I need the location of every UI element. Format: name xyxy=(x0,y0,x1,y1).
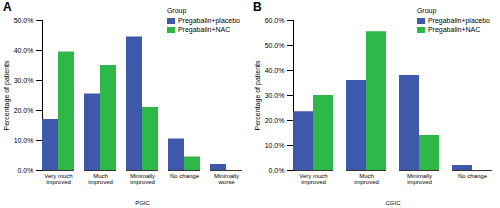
svg-text:Minimallyimproved: Minimallyimproved xyxy=(407,173,432,185)
svg-text:50.0%: 50.0% xyxy=(265,42,285,49)
svg-text:Percentage of patients: Percentage of patients xyxy=(254,60,262,131)
svg-text:50.0%: 50.0% xyxy=(14,17,34,24)
svg-text:0.0%: 0.0% xyxy=(269,167,285,174)
svg-text:No change: No change xyxy=(458,173,488,179)
svg-text:40.0%: 40.0% xyxy=(265,67,285,74)
svg-text:30.0%: 30.0% xyxy=(265,92,285,99)
svg-text:20.0%: 20.0% xyxy=(265,117,285,124)
svg-text:Minimallyimproved: Minimallyimproved xyxy=(130,173,155,185)
svg-text:40.0%: 40.0% xyxy=(14,47,34,54)
html-text:Group: Group xyxy=(416,7,437,14)
svg-text:Very muchimproved: Very muchimproved xyxy=(44,173,72,185)
svg-text:Muchimproved: Muchimproved xyxy=(88,173,113,185)
html-text:A: A xyxy=(3,0,12,14)
svg-text:PGIC: PGIC xyxy=(135,200,150,206)
svg-text:Muchimproved: Muchimproved xyxy=(354,173,379,185)
svg-text:60.0%: 60.0% xyxy=(265,17,285,24)
html-text:Pregabalin+NAC: Pregabalin+NAC xyxy=(427,26,481,33)
html-text:B: B xyxy=(253,0,262,14)
svg-text:Percentage of patients: Percentage of patients xyxy=(3,60,11,131)
svg-text:Very muchimproved: Very muchimproved xyxy=(299,173,327,185)
svg-text:10.0%: 10.0% xyxy=(265,142,285,149)
svg-text:10.0%: 10.0% xyxy=(14,137,34,144)
html-text:Pregabalin+placebo: Pregabalin+placebo xyxy=(427,17,490,24)
html-text:Group: Group xyxy=(166,7,187,14)
svg-text:CGIC: CGIC xyxy=(386,200,402,206)
svg-text:30.0%: 30.0% xyxy=(14,77,34,84)
svg-text:20.0%: 20.0% xyxy=(14,107,34,114)
html-text:Pregabalin+NAC: Pregabalin+NAC xyxy=(177,26,231,33)
svg-text:0.0%: 0.0% xyxy=(18,167,34,174)
html-text:Pregabalin+placebo: Pregabalin+placebo xyxy=(177,17,240,24)
svg-text:No change: No change xyxy=(170,173,200,179)
svg-text:Minimallyworse: Minimallyworse xyxy=(214,173,239,185)
